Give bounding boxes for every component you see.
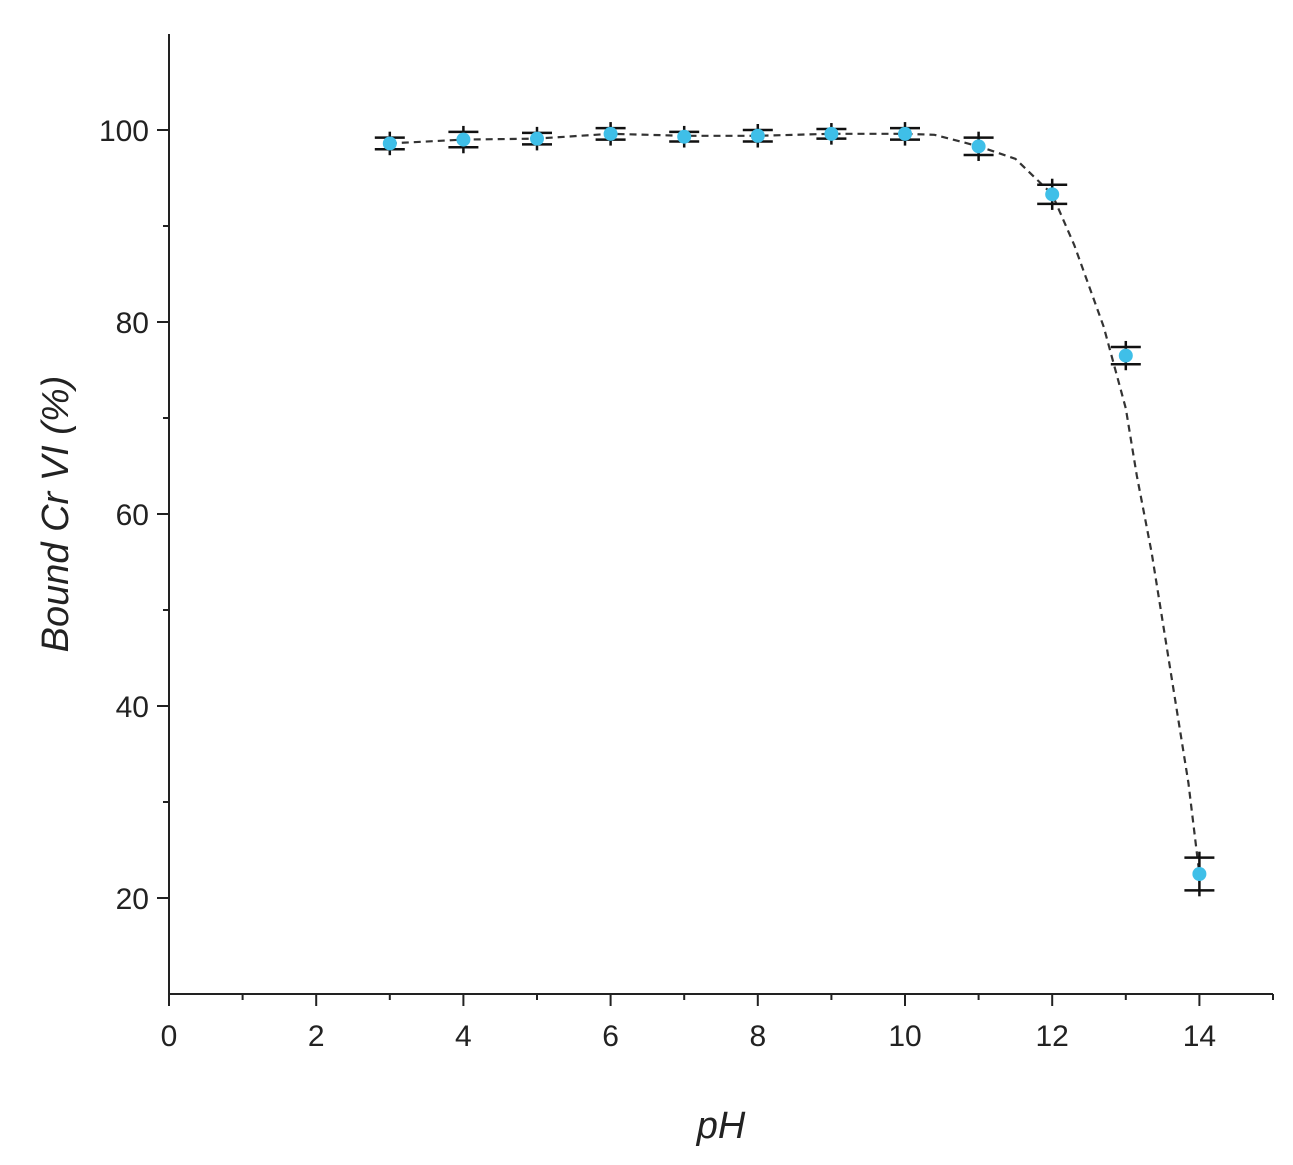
x-axis-title: pH xyxy=(696,1105,746,1147)
axis-ticks: 0 2 4 6 8 10 12 14 20 40 60 80 100 xyxy=(99,115,1274,1053)
x-tick-label: 2 xyxy=(308,1020,325,1053)
data-point xyxy=(824,126,839,141)
data-point xyxy=(382,136,397,151)
y-tick-label: 60 xyxy=(116,499,149,532)
y-tick-label: 40 xyxy=(116,691,149,724)
series-trend-line xyxy=(389,132,1201,875)
axes xyxy=(168,34,1273,995)
data-point xyxy=(456,132,471,147)
data-point xyxy=(677,129,692,144)
x-tick-label: 12 xyxy=(1036,1020,1069,1053)
data-point xyxy=(898,126,912,141)
y-tick-label: 20 xyxy=(116,883,149,916)
error-bars xyxy=(374,122,1215,897)
x-tick-label: 4 xyxy=(455,1020,472,1053)
x-tick-label: 8 xyxy=(749,1020,766,1053)
data-points xyxy=(382,126,1207,881)
trend-line-layer xyxy=(389,132,1201,875)
x-tick-label: 0 xyxy=(161,1020,178,1053)
data-point xyxy=(971,139,986,154)
y-tick-label: 100 xyxy=(99,115,149,148)
data-point xyxy=(603,126,618,141)
y-tick-label: 80 xyxy=(116,307,149,340)
y-axis-title: Bound Cr VI (%) xyxy=(35,376,77,653)
x-tick-label: 6 xyxy=(602,1020,619,1053)
data-point xyxy=(1045,187,1060,202)
data-point xyxy=(1118,348,1133,363)
x-tick-label: 10 xyxy=(888,1020,921,1053)
x-tick-label: 14 xyxy=(1183,1020,1216,1053)
data-point xyxy=(750,128,765,143)
data-point xyxy=(1192,867,1207,881)
data-point xyxy=(530,131,544,146)
